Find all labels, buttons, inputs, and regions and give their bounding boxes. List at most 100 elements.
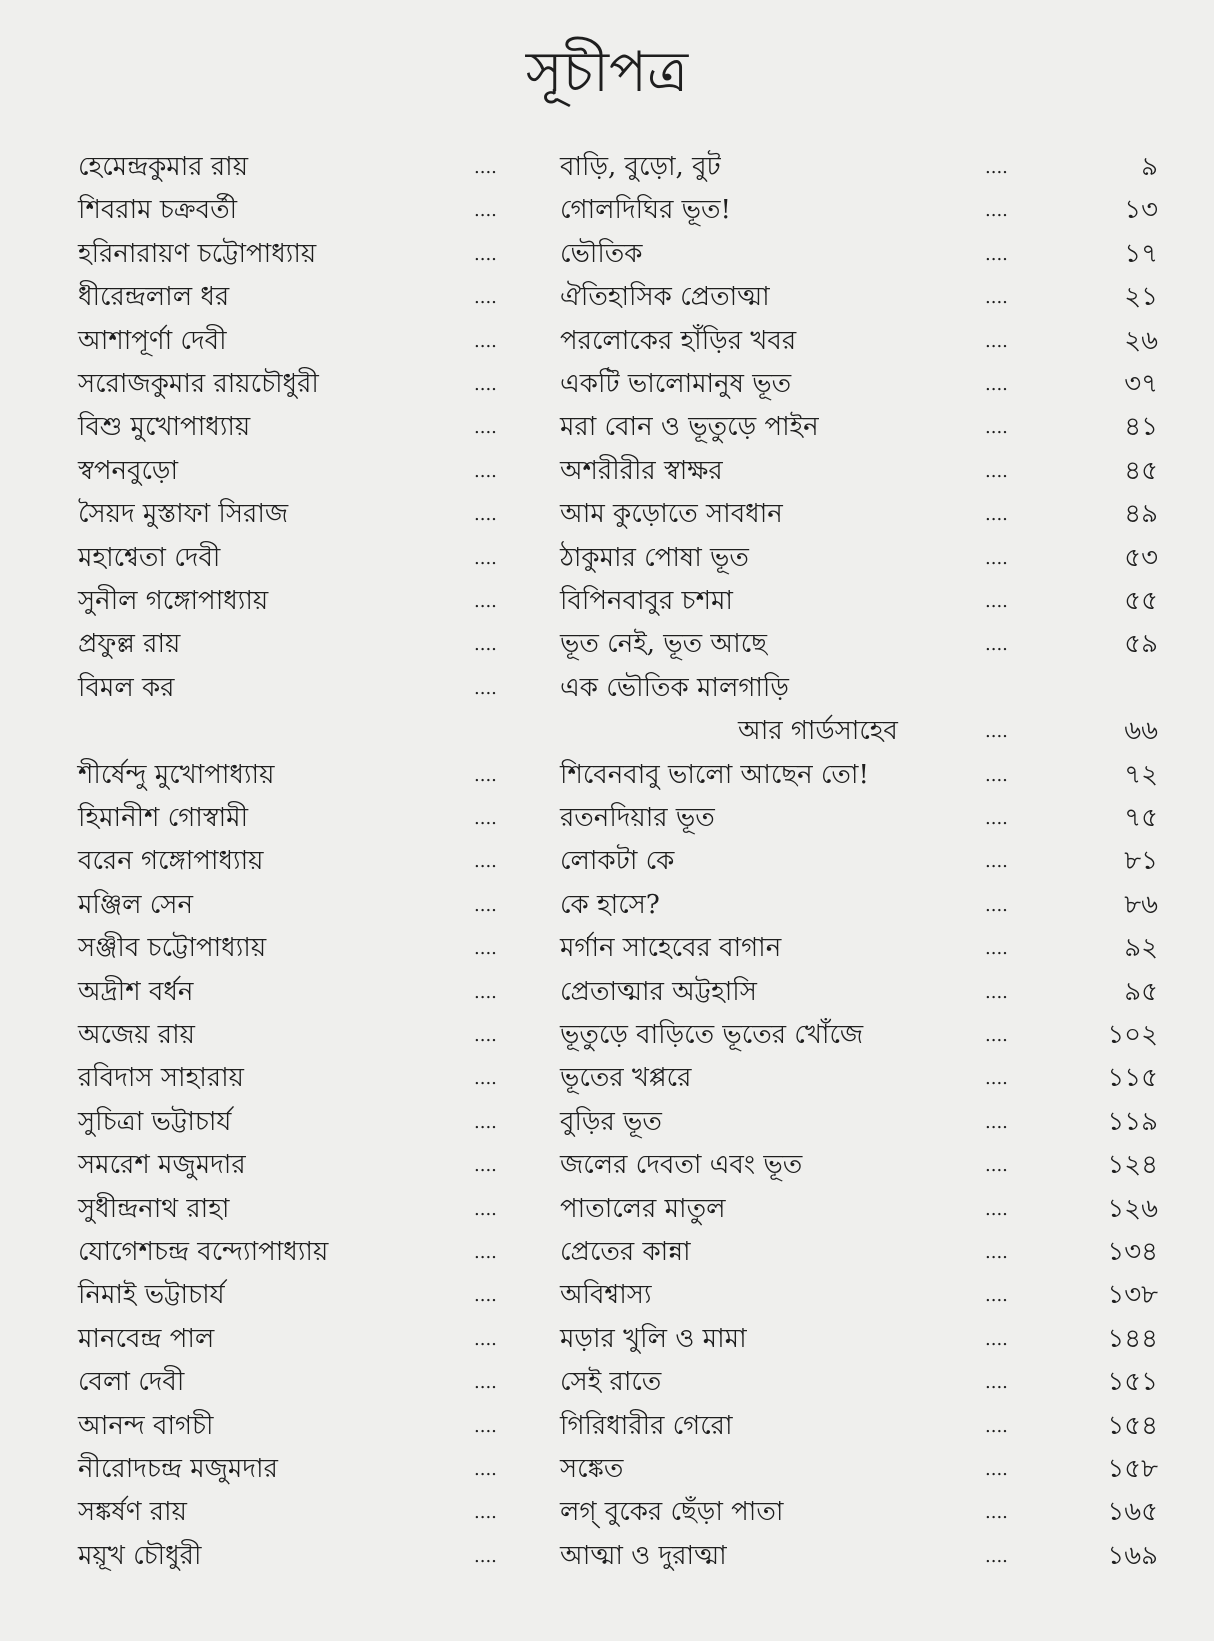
story-title: ভূতের খপ্পরে <box>560 1063 692 1094</box>
page-number: ১৫১ <box>1107 1367 1158 1398</box>
page-number: ১৭ <box>1124 238 1158 269</box>
leader-dots: .... <box>985 1545 1008 1567</box>
toc-entry: রবিদাস সাহারায়.... ভূতের খপ্পরে.... ১১৫ <box>0 1057 1214 1100</box>
leader-dots: .... <box>985 200 1008 222</box>
toc-entry: বরেন গঙ্গোপাধ্যায়.... লোকটা কে.... ৮১ <box>0 840 1214 883</box>
toc-entry: সমরেশ মজুমদার.... জলের দেবতা এবং ভূত.... ১… <box>0 1144 1214 1187</box>
story-title: একটি ভালোমানুষ ভূত <box>560 369 792 399</box>
author-name: বেলা দেবী <box>78 1367 185 1398</box>
leader-dots: .... <box>985 764 1008 786</box>
leader-dots: .... <box>985 981 1008 1003</box>
toc-entry: আনন্দ বাগচী.... গিরিধারীর গেরো.... ১৫৪ <box>0 1405 1214 1448</box>
page-number: ৩৭ <box>1124 369 1158 399</box>
leader-dots: .... <box>474 200 497 222</box>
author-name: মানবেন্দ্র পাল <box>78 1323 215 1354</box>
story-title: গোলদিঘির ভূত! <box>560 195 731 226</box>
leader-dots: .... <box>985 894 1008 916</box>
page-number: ১২৪ <box>1107 1150 1158 1181</box>
page-number: ৫৫ <box>1124 586 1158 616</box>
leader-dots: .... <box>985 1415 1008 1437</box>
leader-dots: .... <box>474 504 497 526</box>
author-name: প্রফুল্ল রায় <box>78 629 181 660</box>
author-name: রবিদাস সাহারায় <box>78 1063 244 1094</box>
toc-entry: অজেয় রায়.... ভূতুড়ে বাড়িতে ভূতের খোঁজ… <box>0 1014 1214 1057</box>
author-name: হেমেন্দ্রকুমার রায় <box>78 152 249 182</box>
author-name: সঞ্জীব চট্টোপাধ্যায় <box>78 933 267 964</box>
toc-entry: সুধীন্দ্রনাথ রাহা.... পাতালের মাতুল.... ১২… <box>0 1188 1214 1231</box>
leader-dots: .... <box>985 1372 1008 1394</box>
toc-entry: হরিনারায়ণ চট্টোপাধ্যায়.... ভৌতিক.... ১৭ <box>0 233 1214 276</box>
leader-dots: .... <box>985 1328 1008 1350</box>
leader-dots: .... <box>985 808 1008 829</box>
toc-entry: শিবরাম চক্রবর্তী.... গোলদিঘির ভূত!.... ১৩ <box>0 189 1214 232</box>
story-title: মড়ার খুলি ও মামা <box>560 1323 747 1354</box>
toc-entry: প্রফুল্ল রায়.... ভূত নেই, ভূত আছে.... ৫৯ <box>0 623 1214 666</box>
toc-entry-continuation: আর গার্ডসাহেব.... ৬৬ <box>0 710 1214 753</box>
leader-dots: .... <box>985 460 1008 482</box>
toc-entry: মঞ্জিল সেন.... কে হাসে?.... ৮৬ <box>0 884 1214 927</box>
page-number: ৮৬ <box>1124 889 1158 920</box>
story-title: ভূতুড়ে বাড়িতে ভূতের খোঁজে <box>560 1020 864 1050</box>
leader-dots: .... <box>474 460 497 482</box>
toc-entry: সরোজকুমার রায়চৌধুরী.... একটি ভালোমানুষ ভ… <box>0 363 1214 406</box>
story-title: আত্মা ও দুরাত্মা <box>560 1540 727 1571</box>
page-number: ১০২ <box>1107 1020 1158 1050</box>
page-number: ৮১ <box>1124 846 1158 877</box>
leader-dots: .... <box>474 634 497 656</box>
toc-entry: নীরোদচন্দ্র মজুমদার.... সঙ্কেত.... ১৫৮ <box>0 1448 1214 1491</box>
story-title: অবিশ্বাস্য <box>560 1280 652 1311</box>
story-title: বাড়ি, বুড়ো, বুট <box>560 152 721 182</box>
author-name: ময়ূখ চৌধুরী <box>78 1540 202 1571</box>
toc-entry: শীর্ষেন্দু মুখোপাধ্যায়.... শিবেনবাবু ভাল… <box>0 754 1214 797</box>
author-name: সৈয়দ মুস্তাফা সিরাজ <box>78 499 289 530</box>
author-name: শিবরাম চক্রবর্তী <box>78 195 238 226</box>
leader-dots: .... <box>474 981 497 1003</box>
author-name: হিমানীশ গোস্বামী <box>78 803 249 833</box>
leader-dots: .... <box>474 1242 497 1263</box>
story-title: কে হাসে? <box>560 889 660 920</box>
story-title: রতনদিয়ার ভূত <box>560 803 715 833</box>
story-title: সেই রাতে <box>560 1367 662 1398</box>
leader-dots: .... <box>985 634 1008 656</box>
story-title: মর্গান সাহেবের বাগান <box>560 933 782 964</box>
author-name: অজেয় রায় <box>78 1020 195 1050</box>
story-title: অশরীরীর স্বাক্ষর <box>560 455 723 486</box>
leader-dots: .... <box>985 157 1008 178</box>
page-number: ১৬৯ <box>1107 1540 1158 1571</box>
toc-entry: হিমানীশ গোস্বামী.... রতনদিয়ার ভূত.... ৭৫ <box>0 797 1214 840</box>
leader-dots: .... <box>474 1372 497 1394</box>
author-name: আশাপূর্ণা দেবী <box>78 325 227 356</box>
toc-entry: নিমাই ভট্টাচার্য.... অবিশ্বাস্য.... ১৩৮ <box>0 1274 1214 1317</box>
toc-entry: ধীরেন্দ্রলাল ধর.... ঐতিহাসিক প্রেতাত্মা..… <box>0 276 1214 319</box>
story-title: বুড়ির ভূত <box>560 1106 662 1137</box>
story-title: পাতালের মাতুল <box>560 1193 726 1224</box>
leader-dots: .... <box>985 504 1008 526</box>
author-name: সরোজকুমার রায়চৌধুরী <box>78 369 319 399</box>
leader-dots: .... <box>985 1198 1008 1220</box>
author-name: সুচিত্রা ভট্টাচার্য <box>78 1106 232 1137</box>
page-number: ১৩ <box>1124 195 1158 226</box>
story-title: লগ্ বুকের ছেঁড়া পাতা <box>560 1497 784 1528</box>
page-number: ১১৯ <box>1107 1106 1158 1137</box>
page-number: ৭৫ <box>1124 803 1158 833</box>
author-name: বরেন গঙ্গোপাধ্যায় <box>78 846 264 877</box>
author-name: অদ্রীশ বর্ধন <box>78 976 194 1007</box>
page-number: ২৬ <box>1124 325 1158 356</box>
story-title: লোকটা কে <box>560 846 675 877</box>
leader-dots: .... <box>474 591 497 612</box>
author-name: বিশু মুখোপাধ্যায় <box>78 412 251 443</box>
leader-dots: .... <box>985 1025 1008 1046</box>
leader-dots: .... <box>985 287 1008 309</box>
toc-entry: সঞ্জীব চট্টোপাধ্যায়.... মর্গান সাহেবের ব… <box>0 927 1214 970</box>
leader-dots: .... <box>474 1459 497 1480</box>
author-name: শীর্ষেন্দু মুখোপাধ্যায় <box>78 759 275 790</box>
toc-entry: সুচিত্রা ভট্টাচার্য.... বুড়ির ভূত.... ১১৯ <box>0 1101 1214 1144</box>
author-name: সুনীল গঙ্গোপাধ্যায় <box>78 586 269 616</box>
leader-dots: .... <box>474 1285 497 1307</box>
toc-entry: বিমল কর.... এক ভৌতিক মালগাড়ি <box>0 667 1214 710</box>
leader-dots: .... <box>474 677 497 699</box>
leader-dots: .... <box>985 851 1008 873</box>
leader-dots: .... <box>474 1415 497 1437</box>
author-name: মঞ্জিল সেন <box>78 889 193 920</box>
leader-dots: .... <box>985 1155 1008 1177</box>
